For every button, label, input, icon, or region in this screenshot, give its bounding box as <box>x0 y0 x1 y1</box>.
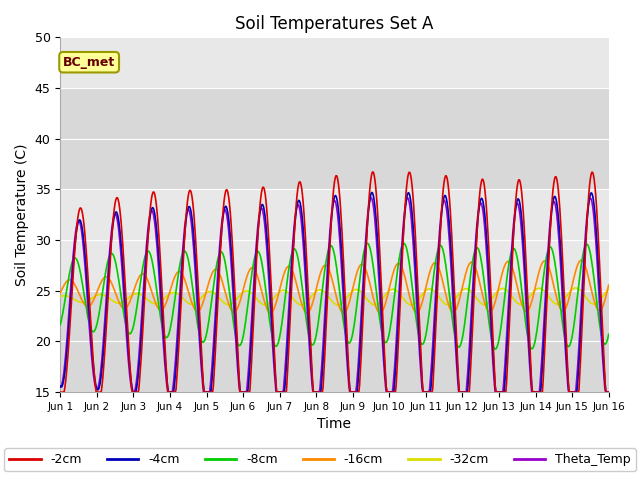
Bar <box>60 88 609 190</box>
Bar <box>60 291 609 392</box>
Y-axis label: Soil Temperature (C): Soil Temperature (C) <box>15 144 29 286</box>
Legend: -2cm, -4cm, -8cm, -16cm, -32cm, Theta_Temp: -2cm, -4cm, -8cm, -16cm, -32cm, Theta_Te… <box>4 448 636 471</box>
Text: BC_met: BC_met <box>63 56 115 69</box>
X-axis label: Time: Time <box>317 418 351 432</box>
Bar <box>60 190 609 291</box>
Bar <box>60 37 609 88</box>
Title: Soil Temperatures Set A: Soil Temperatures Set A <box>236 15 434 33</box>
